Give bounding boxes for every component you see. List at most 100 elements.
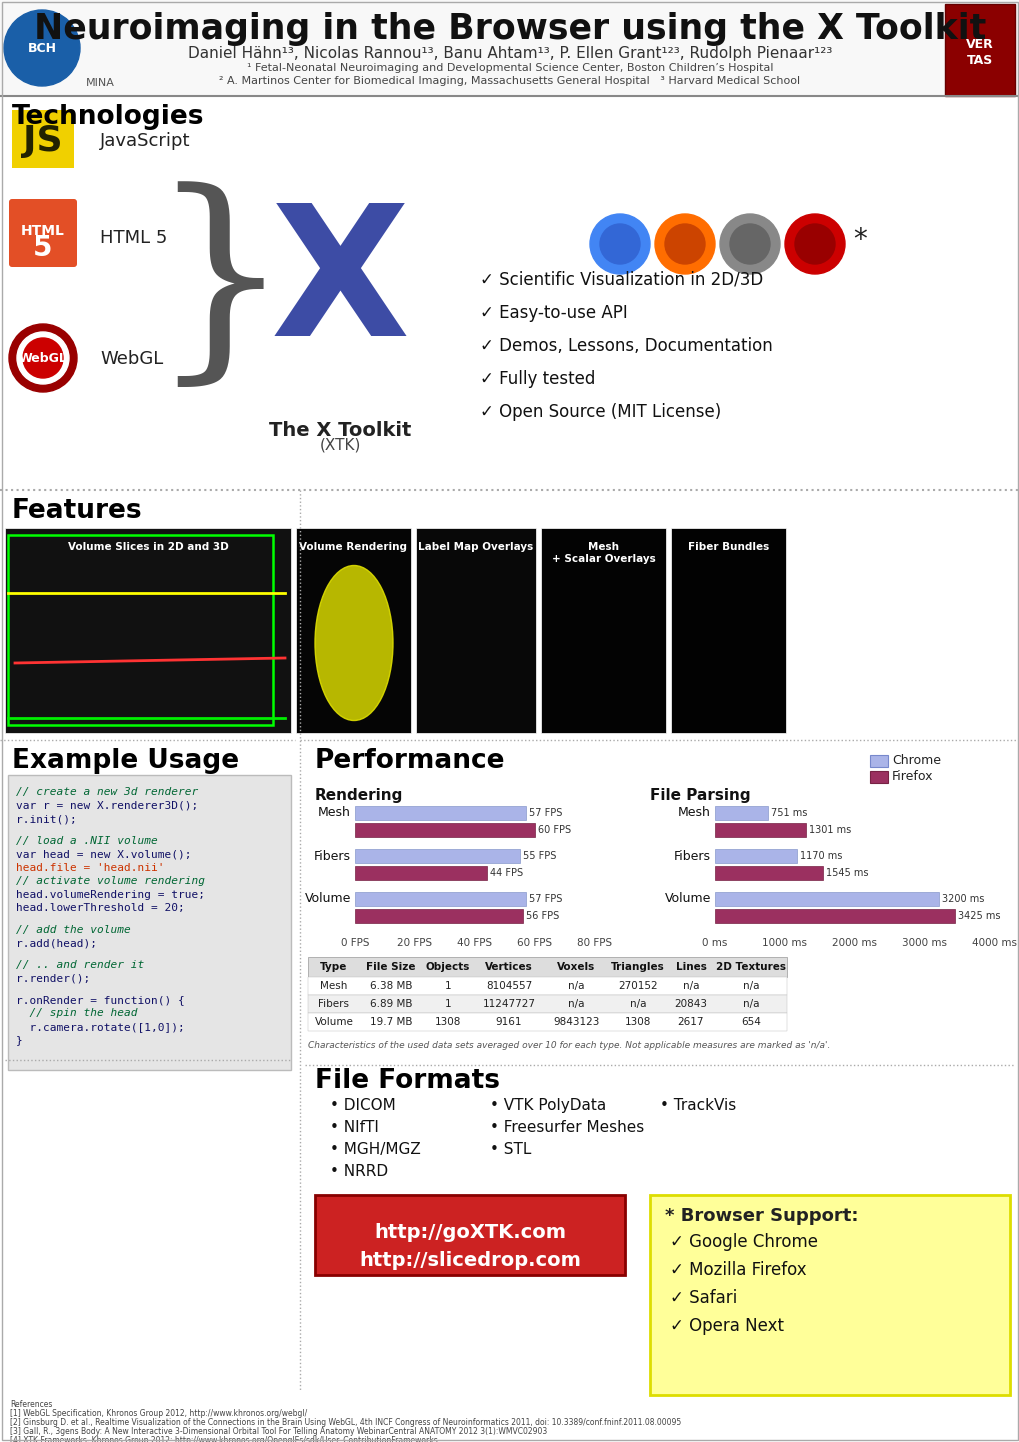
Text: n/a: n/a <box>742 999 758 1009</box>
Circle shape <box>589 213 649 274</box>
Text: Rendering: Rendering <box>315 787 403 803</box>
Text: Example Usage: Example Usage <box>12 748 238 774</box>
Text: 2617: 2617 <box>677 1017 703 1027</box>
Bar <box>714 908 954 923</box>
Text: • DICOM: • DICOM <box>330 1097 395 1113</box>
Text: ✓ Opera Next: ✓ Opera Next <box>669 1317 784 1335</box>
FancyBboxPatch shape <box>9 199 76 267</box>
Text: http://slicedrop.com: http://slicedrop.com <box>359 1252 581 1270</box>
Bar <box>355 806 526 820</box>
Bar <box>714 823 805 836</box>
Text: JavaScript: JavaScript <box>100 133 191 150</box>
Bar <box>355 867 486 880</box>
Text: Performance: Performance <box>315 748 505 774</box>
Text: n/a: n/a <box>742 981 758 991</box>
Text: r.camera.rotate([1,0]);: r.camera.rotate([1,0]); <box>16 1022 184 1032</box>
Bar <box>944 4 1014 97</box>
Text: Fibers: Fibers <box>674 849 710 862</box>
Text: }: } <box>16 1035 22 1045</box>
Circle shape <box>23 337 63 378</box>
Text: n/a: n/a <box>682 981 699 991</box>
Bar <box>671 528 786 733</box>
Text: (XTK): (XTK) <box>319 438 361 453</box>
Text: ✓ Scientific Visualization in 2D/3D: ✓ Scientific Visualization in 2D/3D <box>480 271 762 288</box>
Text: r.init();: r.init(); <box>16 813 76 823</box>
Circle shape <box>17 332 69 384</box>
Text: Mesh: Mesh <box>320 981 347 991</box>
Text: 1545 ms: 1545 ms <box>825 868 868 878</box>
Bar <box>540 528 665 733</box>
Text: ✓ Easy-to-use API: ✓ Easy-to-use API <box>480 304 627 322</box>
Text: 80 FPS: 80 FPS <box>577 937 612 947</box>
Text: head.lowerThreshold = 20;: head.lowerThreshold = 20; <box>16 903 184 913</box>
Text: 20 FPS: 20 FPS <box>397 937 432 947</box>
Bar <box>308 978 787 995</box>
Text: Mesh
+ Scalar Overlays: Mesh + Scalar Overlays <box>551 542 655 564</box>
Text: Type: Type <box>320 962 347 972</box>
Text: n/a: n/a <box>568 981 584 991</box>
Text: Daniel Hähn¹³, Nicolas Rannou¹³, Banu Ahtam¹³, P. Ellen Grant¹²³, Rudolph Pienaa: Daniel Hähn¹³, Nicolas Rannou¹³, Banu Ah… <box>187 46 832 61</box>
Text: Label Map Overlays: Label Map Overlays <box>418 542 533 552</box>
Text: 60 FPS: 60 FPS <box>517 937 552 947</box>
Circle shape <box>730 224 769 264</box>
Text: Volume: Volume <box>664 893 710 906</box>
Text: Fiber Bundles: Fiber Bundles <box>687 542 768 552</box>
Text: head.volumeRendering = true;: head.volumeRendering = true; <box>16 890 205 900</box>
Text: Fibers: Fibers <box>318 999 350 1009</box>
Text: Mesh: Mesh <box>678 806 710 819</box>
Text: ✓ Demos, Lessons, Documentation: ✓ Demos, Lessons, Documentation <box>480 337 772 355</box>
Text: Voxels: Voxels <box>556 962 595 972</box>
Bar <box>869 771 888 783</box>
Bar <box>5 528 290 733</box>
Text: var r = new X.renderer3D();: var r = new X.renderer3D(); <box>16 800 198 810</box>
Text: * Browser Support:: * Browser Support: <box>664 1207 858 1226</box>
Bar <box>296 528 411 733</box>
Text: // activate volume rendering: // activate volume rendering <box>16 877 205 885</box>
Text: 11247727: 11247727 <box>482 999 535 1009</box>
Ellipse shape <box>315 565 392 721</box>
Text: head.file = 'head.nii': head.file = 'head.nii' <box>16 862 164 872</box>
Text: 19.7 MB: 19.7 MB <box>370 1017 412 1027</box>
Text: // create a new 3d renderer: // create a new 3d renderer <box>16 787 198 797</box>
Bar <box>869 756 888 767</box>
Text: 40 FPS: 40 FPS <box>457 937 492 947</box>
Text: r.onRender = function() {: r.onRender = function() { <box>16 995 184 1005</box>
Text: X: X <box>270 198 410 373</box>
Text: 56 FPS: 56 FPS <box>526 911 558 921</box>
Text: Triangles: Triangles <box>610 962 664 972</box>
Text: File Size: File Size <box>366 962 416 972</box>
Text: Features: Features <box>12 497 143 523</box>
Bar <box>714 867 822 880</box>
Text: 2000 ms: 2000 ms <box>832 937 876 947</box>
Text: • NRRD: • NRRD <box>330 1164 388 1180</box>
Text: 1000 ms: 1000 ms <box>762 937 807 947</box>
Text: 6.89 MB: 6.89 MB <box>370 999 412 1009</box>
Text: 55 FPS: 55 FPS <box>523 851 555 861</box>
Text: // add the volume: // add the volume <box>16 924 130 934</box>
Text: 751 ms: 751 ms <box>769 808 806 818</box>
Text: • NIfTI: • NIfTI <box>330 1120 378 1135</box>
Text: 20843: 20843 <box>674 999 707 1009</box>
Text: Vertices: Vertices <box>485 962 532 972</box>
Text: Chrome: Chrome <box>892 754 941 767</box>
Text: 0 ms: 0 ms <box>702 937 727 947</box>
Text: 0 FPS: 0 FPS <box>340 937 369 947</box>
Bar <box>0 0 1019 97</box>
Circle shape <box>785 213 844 274</box>
Text: 44 FPS: 44 FPS <box>489 868 523 878</box>
Text: Volume: Volume <box>305 893 351 906</box>
Bar <box>714 849 796 862</box>
Text: Volume: Volume <box>314 1017 354 1027</box>
Text: 9161: 9161 <box>495 1017 522 1027</box>
Circle shape <box>794 224 835 264</box>
Bar <box>308 957 787 978</box>
Text: • VTK PolyData: • VTK PolyData <box>489 1097 605 1113</box>
Text: 1308: 1308 <box>625 1017 650 1027</box>
Text: HTML: HTML <box>21 224 65 238</box>
Text: • TrackVis: • TrackVis <box>659 1097 736 1113</box>
Text: 9843123: 9843123 <box>552 1017 599 1027</box>
Text: 4000 ms: 4000 ms <box>971 937 1017 947</box>
Text: ² A. Martinos Center for Biomedical Imaging, Massachusetts General Hospital   ³ : ² A. Martinos Center for Biomedical Imag… <box>219 76 800 87</box>
Text: Objects: Objects <box>425 962 470 972</box>
Text: File Parsing: File Parsing <box>649 787 750 803</box>
